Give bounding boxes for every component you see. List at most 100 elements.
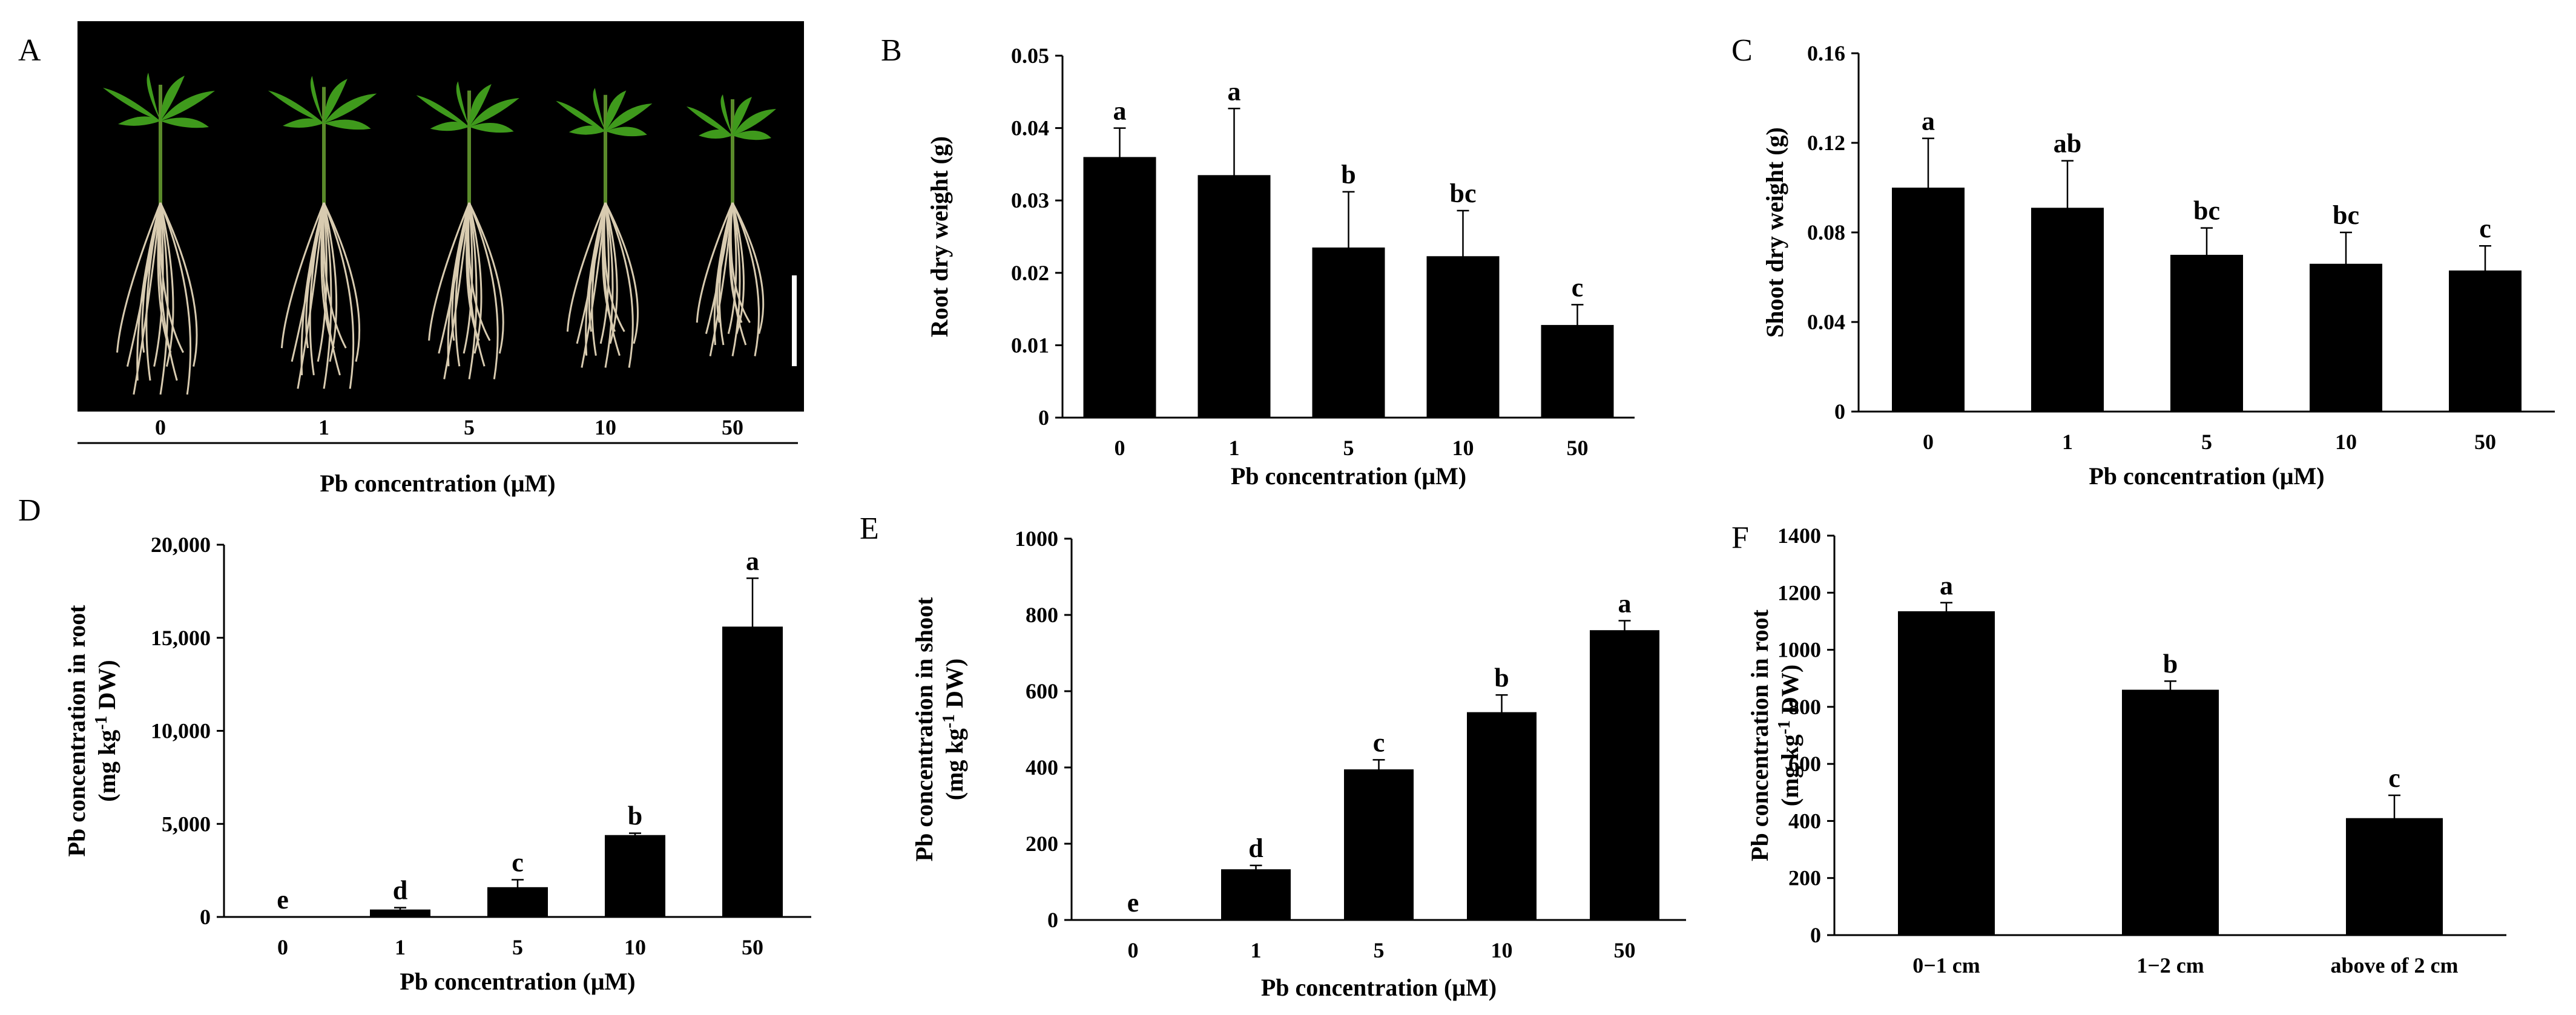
plant-root: [297, 202, 325, 389]
plant-root: [731, 202, 741, 356]
plant-root: [322, 202, 347, 349]
plant-leaf: [283, 118, 324, 128]
units-text: (mg kg: [1776, 734, 1804, 806]
panel-a: A 0 1 5 10 50 Pb concentration (μM): [18, 21, 804, 497]
bar: [1221, 869, 1291, 920]
chart-c: C 0 0.04 0.08 0.12 0.16 a 0 ab 1 bc 5 bc 10 c 50 Pb conc…: [1731, 33, 2555, 490]
units-superscript: -1: [940, 714, 958, 728]
plant-root: [153, 202, 164, 367]
significance-letter: b: [628, 801, 642, 831]
y-axis-label-units: (mg kg-1 DW): [940, 659, 968, 800]
x-tick-label: 10: [1452, 436, 1474, 460]
panel-label: C: [1731, 33, 1753, 68]
significance-letter: bc: [1450, 179, 1477, 208]
x-tick-label: 5: [2201, 430, 2212, 454]
scale-bar: [792, 275, 797, 366]
x-axis-label: Pb concentration (μM): [400, 968, 635, 995]
chart-e: E 0 200 400 600 800 1000 e 0 d 1 c 5 b 10 a 50 Pb concent…: [860, 511, 1686, 1001]
y-tick-label: 20,000: [151, 533, 211, 557]
plant: [556, 88, 653, 368]
x-tick-label: 5: [512, 935, 523, 959]
plant-root: [591, 202, 607, 356]
plant-root: [603, 202, 625, 332]
significance-letter: bc: [2193, 196, 2220, 226]
plant-root: [323, 202, 332, 389]
plant: [416, 81, 519, 379]
y-tick-label: 600: [1026, 679, 1058, 703]
x-tick-label: 10: [624, 935, 646, 959]
plant-leaf: [605, 103, 653, 131]
plant-root: [718, 202, 734, 346]
plant-leaf: [118, 116, 160, 126]
treatment-label: 5: [464, 415, 475, 439]
x-tick-label: 50: [1614, 938, 1636, 962]
x-tick-label: 10: [2335, 430, 2357, 454]
treatment-label: 10: [595, 415, 616, 439]
plant-leaf: [147, 73, 160, 121]
plant-leaf: [430, 122, 469, 131]
plant-root: [727, 202, 737, 334]
y-axis-label-units: (mg kg-1 DW): [1775, 665, 1804, 806]
plant-root: [145, 202, 162, 381]
plant-leaf: [469, 84, 492, 127]
y-axis-label: Shoot dry weight (g): [1761, 127, 1788, 338]
x-tick-label: 50: [2474, 430, 2496, 454]
plant-leaf: [733, 130, 771, 140]
significance-letter: a: [1940, 571, 1953, 600]
plant-leaf: [324, 119, 371, 130]
plant-root: [468, 202, 504, 354]
significance-letter: c: [512, 848, 524, 878]
plant-leaf: [469, 98, 519, 127]
y-tick-label: 400: [1788, 809, 1821, 833]
significance-letter: a: [1618, 588, 1632, 618]
x-tick-label: above of 2 cm: [2331, 953, 2459, 977]
plant-leaf: [324, 93, 377, 123]
plant-leaf: [160, 76, 185, 121]
plant-leaf: [469, 123, 514, 133]
units-superscript: -1: [92, 716, 111, 730]
plant-root: [159, 202, 169, 395]
plant-leaf: [699, 130, 733, 139]
y-tick-label: 0.12: [1807, 131, 1845, 155]
y-tick-label: 400: [1026, 755, 1058, 780]
y-tick-label: 5,000: [162, 812, 211, 836]
x-tick-label: 0: [1923, 430, 1934, 454]
chart-d: D 0 5,000 10,000 15,000 20,000 e 0 d 1 c 5 b 10 a 50 Pb …: [18, 493, 811, 995]
treatment-label: 1: [318, 415, 329, 439]
significance-letter: d: [1248, 833, 1263, 863]
significance-letter: a: [1922, 107, 1935, 136]
y-tick-label: 200: [1026, 832, 1058, 856]
plant-root: [454, 202, 470, 367]
plant-root: [323, 202, 361, 362]
x-axis-label: Pb concentration (μM): [1231, 462, 1466, 490]
plant-leaf: [732, 97, 752, 136]
x-tick-label: 5: [1343, 436, 1354, 460]
plant-leaf: [324, 79, 348, 123]
y-tick-label: 0.02: [1011, 261, 1049, 285]
x-axis-label: Pb concentration (μM): [2089, 462, 2324, 490]
panel-a-xlabel: Pb concentration (μM): [320, 470, 555, 497]
y-tick-label: 1000: [1777, 638, 1821, 662]
panel-a-label: A: [18, 33, 41, 68]
plant-root: [731, 202, 745, 334]
significance-letter: c: [1373, 728, 1385, 757]
units-text: DW): [93, 660, 120, 715]
y-tick-label: 15,000: [151, 626, 211, 650]
x-tick-label: 0: [1128, 938, 1139, 962]
plant-root: [116, 202, 162, 353]
y-tick-label: 0.08: [1807, 220, 1845, 245]
x-tick-label: 1−2 cm: [2136, 953, 2204, 977]
bar: [1083, 157, 1156, 418]
significance-letter: a: [1228, 76, 1241, 106]
bar: [1590, 630, 1659, 920]
units-text: DW): [941, 659, 968, 714]
treatment-label: 50: [722, 415, 743, 439]
plant-leaf: [733, 109, 776, 136]
y-tick-label: 800: [1788, 695, 1821, 719]
plant-root: [604, 202, 618, 344]
plant: [687, 94, 776, 356]
plant-root: [317, 202, 328, 362]
bar: [1467, 712, 1537, 920]
x-tick-label: 1: [1229, 436, 1240, 460]
y-tick-label: 0: [200, 905, 211, 929]
